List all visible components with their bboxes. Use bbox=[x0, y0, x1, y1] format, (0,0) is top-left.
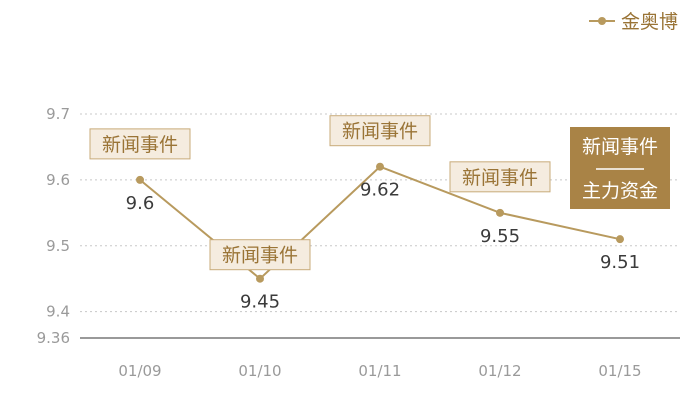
legend-line-dot-icon bbox=[588, 15, 615, 27]
event-label: 新闻事件 bbox=[102, 134, 178, 156]
data-point bbox=[136, 175, 144, 184]
event-box-frame bbox=[89, 128, 191, 160]
x-tick-label: 01/11 bbox=[358, 362, 401, 380]
data-point bbox=[376, 162, 384, 171]
legend-label: 金奥博 bbox=[620, 11, 678, 33]
data-label: 9.45 bbox=[240, 292, 280, 313]
event-label: 新闻事件 bbox=[462, 167, 538, 189]
data-label: 9.51 bbox=[600, 252, 640, 273]
event-label: 新闻事件 bbox=[222, 245, 298, 267]
y-tick-label: 9.36 bbox=[37, 329, 70, 347]
highlight-label-line2: 主力资金 bbox=[582, 180, 658, 202]
event-box-frame bbox=[449, 161, 551, 193]
data-point bbox=[496, 208, 504, 217]
y-tick-label: 9.5 bbox=[46, 237, 70, 255]
event-box-frame bbox=[329, 115, 431, 147]
y-tick-label: 9.6 bbox=[46, 171, 70, 189]
data-labels: 9.6 9.45 9.62 9.55 9.51 bbox=[126, 180, 640, 313]
x-tick-label: 01/09 bbox=[118, 362, 161, 380]
legend[interactable]: 金奥博 bbox=[588, 7, 678, 34]
y-tick-label: 9.4 bbox=[46, 303, 70, 321]
data-point bbox=[256, 274, 264, 283]
event-box: 新闻事件 bbox=[329, 115, 431, 147]
event-box-frame bbox=[209, 239, 311, 271]
data-label: 9.55 bbox=[480, 226, 520, 247]
highlight-label-line1: 新闻事件 bbox=[582, 136, 658, 158]
event-box: 新闻事件 bbox=[209, 239, 311, 271]
x-tick-label: 01/12 bbox=[478, 362, 521, 380]
data-label: 9.62 bbox=[360, 180, 400, 201]
event-box: 新闻事件 bbox=[449, 161, 551, 193]
y-tick-label: 9.7 bbox=[46, 105, 70, 123]
x-axis: 01/09 01/10 01/11 01/12 01/15 bbox=[80, 337, 680, 380]
highlight-box-frame bbox=[570, 127, 670, 209]
event-label: 新闻事件 bbox=[342, 121, 418, 143]
x-tick-label: 01/10 bbox=[238, 362, 281, 380]
data-point bbox=[616, 235, 624, 244]
data-label: 9.6 bbox=[126, 193, 155, 214]
x-tick-label: 01/15 bbox=[598, 362, 641, 380]
event-box: 新闻事件 bbox=[89, 128, 191, 160]
y-axis: 9.7 9.6 9.5 9.4 9.36 bbox=[37, 105, 70, 347]
